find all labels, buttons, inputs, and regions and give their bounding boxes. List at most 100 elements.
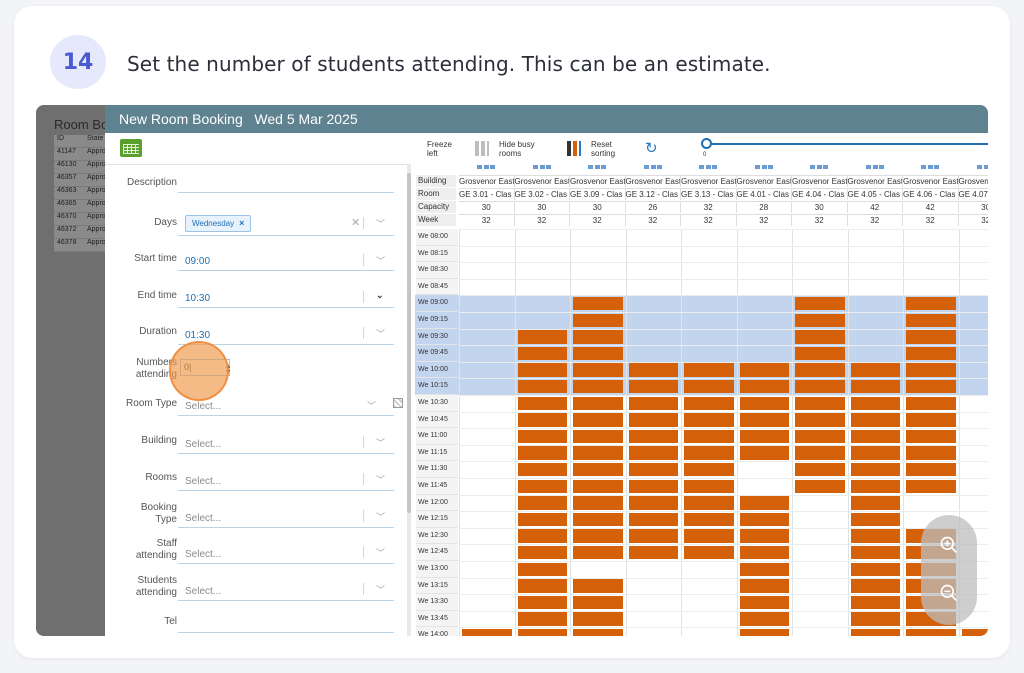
background-list-row[interactable]: 46370 Appro xyxy=(54,213,106,226)
busy-booking-block[interactable] xyxy=(850,612,900,626)
zoom-in-button[interactable] xyxy=(935,531,963,559)
room-room-cell[interactable]: GE 4.01 - Clas xyxy=(736,188,792,200)
column-sort-icon[interactable] xyxy=(532,163,587,173)
busy-booking-block[interactable] xyxy=(850,545,900,560)
column-sort-icon[interactable] xyxy=(754,163,809,173)
busy-booking-block[interactable] xyxy=(517,496,567,510)
busy-booking-block[interactable] xyxy=(906,296,956,311)
end-time-select[interactable] xyxy=(178,307,394,308)
busy-booking-block[interactable] xyxy=(850,429,900,444)
busy-booking-block[interactable] xyxy=(795,462,845,477)
busy-booking-block[interactable] xyxy=(795,429,845,444)
busy-booking-block[interactable] xyxy=(517,628,567,636)
busy-booking-block[interactable] xyxy=(684,363,734,377)
chevron-down-icon[interactable]: ﹀ xyxy=(376,329,386,339)
chevron-down-icon[interactable]: ﹀ xyxy=(376,548,386,558)
busy-booking-block[interactable] xyxy=(573,496,623,510)
busy-booking-block[interactable] xyxy=(628,413,678,427)
busy-booking-block[interactable] xyxy=(573,579,623,593)
busy-booking-block[interactable] xyxy=(517,545,567,560)
busy-booking-block[interactable] xyxy=(628,363,678,377)
column-sort-icon[interactable] xyxy=(588,163,642,173)
staff-placeholder[interactable]: Select... xyxy=(185,549,222,560)
column-sort-icon[interactable] xyxy=(921,163,975,173)
busy-booking-block[interactable] xyxy=(573,529,623,543)
busy-booking-block[interactable] xyxy=(906,379,956,394)
busy-booking-block[interactable] xyxy=(795,396,845,411)
busy-booking-block[interactable] xyxy=(739,396,789,411)
busy-booking-block[interactable] xyxy=(739,628,789,636)
busy-booking-block[interactable] xyxy=(628,446,678,460)
busy-booking-block[interactable] xyxy=(795,296,845,311)
room-room-cell[interactable]: GE 4.07 xyxy=(958,188,988,200)
busy-booking-block[interactable] xyxy=(517,413,567,427)
busy-booking-block[interactable] xyxy=(739,595,789,610)
busy-booking-block[interactable] xyxy=(850,512,900,527)
busy-booking-block[interactable] xyxy=(795,313,845,328)
column-sort-icon[interactable] xyxy=(477,163,531,173)
freeze-left-button[interactable]: Freeze left xyxy=(427,140,452,158)
busy-booking-block[interactable] xyxy=(573,595,623,610)
busy-booking-block[interactable] xyxy=(517,429,567,444)
busy-booking-block[interactable] xyxy=(517,330,567,344)
column-sort-icon[interactable] xyxy=(810,163,864,173)
chevron-down-icon[interactable]: ﹀ xyxy=(376,585,386,595)
start-time-select[interactable] xyxy=(178,270,394,271)
refresh-icon[interactable]: ↻ xyxy=(645,140,658,157)
busy-booking-block[interactable] xyxy=(684,545,734,560)
room-room-cell[interactable]: GE 4.06 - Clas xyxy=(903,188,959,200)
duration-select[interactable] xyxy=(178,344,394,345)
form-scrollbar-thumb[interactable] xyxy=(407,173,411,513)
busy-booking-block[interactable] xyxy=(517,396,567,411)
busy-booking-block[interactable] xyxy=(906,479,956,494)
busy-booking-block[interactable] xyxy=(517,479,567,494)
busy-booking-block[interactable] xyxy=(795,479,845,494)
busy-booking-block[interactable] xyxy=(906,628,956,636)
busy-booking-block[interactable] xyxy=(850,413,900,427)
busy-booking-block[interactable] xyxy=(573,628,623,636)
busy-booking-block[interactable] xyxy=(573,396,623,411)
busy-booking-block[interactable] xyxy=(573,446,623,460)
chevron-down-icon[interactable]: ﹀ xyxy=(367,401,377,411)
building-select[interactable] xyxy=(178,453,394,454)
busy-booking-block[interactable] xyxy=(850,579,900,593)
busy-booking-block[interactable] xyxy=(795,363,845,377)
busy-booking-block[interactable] xyxy=(739,496,789,510)
busy-booking-block[interactable] xyxy=(795,446,845,460)
background-list-row[interactable]: 41147 Appro xyxy=(54,148,106,161)
busy-booking-block[interactable] xyxy=(739,363,789,377)
chip-remove-icon[interactable]: × xyxy=(239,218,245,228)
room-room-cell[interactable]: GE 3.01 - Clas xyxy=(459,188,515,200)
reset-sorting-icon[interactable] xyxy=(567,141,581,156)
room-room-cell[interactable]: GE 4.05 - Clas xyxy=(847,188,903,200)
rooms-select[interactable] xyxy=(178,490,394,491)
start-time-value[interactable]: 09:00 xyxy=(185,256,211,267)
chevron-down-icon[interactable]: ﹀ xyxy=(376,438,386,448)
busy-booking-block[interactable] xyxy=(961,628,988,636)
busy-booking-block[interactable] xyxy=(462,628,512,636)
busy-booking-block[interactable] xyxy=(850,529,900,543)
busy-booking-block[interactable] xyxy=(850,628,900,636)
chevron-down-icon[interactable]: ﹀ xyxy=(376,256,386,266)
busy-booking-block[interactable] xyxy=(906,446,956,460)
end-time-value[interactable]: 10:30 xyxy=(185,293,211,304)
column-sort-icon[interactable] xyxy=(976,163,988,173)
busy-booking-block[interactable] xyxy=(517,363,567,377)
busy-booking-block[interactable] xyxy=(739,545,789,560)
zoom-slider-track[interactable] xyxy=(707,143,988,145)
room-room-cell[interactable]: GE 3.02 - Clas xyxy=(514,188,570,200)
busy-booking-block[interactable] xyxy=(850,595,900,610)
busy-booking-block[interactable] xyxy=(573,346,623,361)
busy-booking-block[interactable] xyxy=(517,612,567,626)
busy-booking-block[interactable] xyxy=(850,496,900,510)
background-list-row[interactable]: 46378 Appro xyxy=(54,239,106,252)
staff-attending-select[interactable] xyxy=(178,563,394,564)
busy-booking-block[interactable] xyxy=(628,496,678,510)
booking-type-placeholder[interactable]: Select... xyxy=(185,513,222,524)
tel-input[interactable] xyxy=(178,632,394,633)
background-list-row[interactable]: 46130 Appro xyxy=(54,161,106,174)
building-placeholder[interactable]: Select... xyxy=(185,439,222,450)
description-input[interactable] xyxy=(178,192,394,193)
busy-booking-block[interactable] xyxy=(573,479,623,494)
busy-booking-block[interactable] xyxy=(684,446,734,460)
